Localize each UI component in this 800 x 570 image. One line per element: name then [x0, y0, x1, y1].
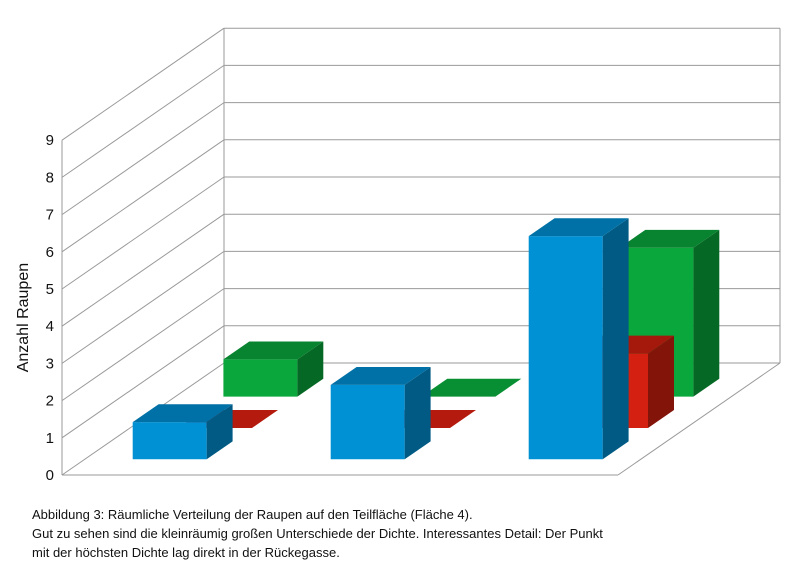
bar-side-face [602, 218, 629, 460]
bar [330, 367, 431, 460]
bar-side-face [206, 404, 233, 460]
caption-line-3: mit der höchsten Dichte lag direkt in de… [32, 545, 340, 560]
y-axis-title: Anzahl Raupen [15, 263, 32, 372]
y-tick-label: 3 [46, 355, 54, 372]
bars-layer [132, 218, 720, 460]
bar-top-face [330, 367, 431, 385]
left-wall-gridline [61, 64, 225, 178]
left-wall-gridline [61, 102, 225, 216]
left-wall-gridline [61, 325, 225, 439]
bar-side-face [693, 229, 720, 397]
bar-top-face [223, 341, 324, 360]
y-tick-label: 8 [46, 169, 54, 186]
y-tick-label: 7 [46, 207, 54, 224]
bar-side-face [648, 335, 674, 428]
caption-line-1: Abbildung 3: Räumliche Verteilung der Ra… [32, 507, 473, 522]
left-wall-gridline [61, 139, 225, 253]
bar-front-face [132, 422, 207, 460]
bar-front-face [223, 359, 298, 397]
bar-top-face [528, 218, 629, 237]
y-tick-label: 2 [46, 393, 54, 410]
y-tick-label: 5 [46, 281, 54, 298]
left-wall-gridline [61, 250, 225, 364]
caption-line-2: Gut zu sehen sind die kleinräumig großen… [32, 526, 603, 541]
left-wall-gridline [61, 27, 225, 141]
bar-front-face [528, 236, 603, 460]
bar-front-face [330, 384, 405, 460]
bar [421, 378, 522, 397]
y-tick-label: 1 [46, 430, 54, 447]
left-wall-gridline [61, 176, 225, 290]
y-tick-label: 4 [46, 318, 54, 335]
y-tick-label: 9 [46, 132, 54, 149]
bar-top-face [619, 229, 720, 248]
floor-right-edge [617, 362, 781, 476]
y-tick-label: 6 [46, 244, 54, 261]
bar-side-face [404, 367, 431, 460]
bar [528, 218, 629, 460]
bar [132, 404, 233, 460]
axes-layer [61, 27, 781, 476]
bar-top-face [132, 404, 233, 423]
y-tick-label: 0 [46, 467, 54, 484]
bar [223, 341, 324, 397]
bar-side-face [297, 341, 324, 397]
figure-caption: Abbildung 3: Räumliche Verteilung der Ra… [32, 505, 772, 562]
left-wall-gridline [61, 288, 225, 402]
labels-layer: 0 1 2 3 4 5 6 7 8 9 Anzahl Raupen [15, 132, 54, 484]
chart: 0 1 2 3 4 5 6 7 8 9 Anzahl Raupen [15, 27, 781, 484]
bar-zero-face [421, 378, 522, 397]
left-wall-gridline [61, 213, 225, 327]
